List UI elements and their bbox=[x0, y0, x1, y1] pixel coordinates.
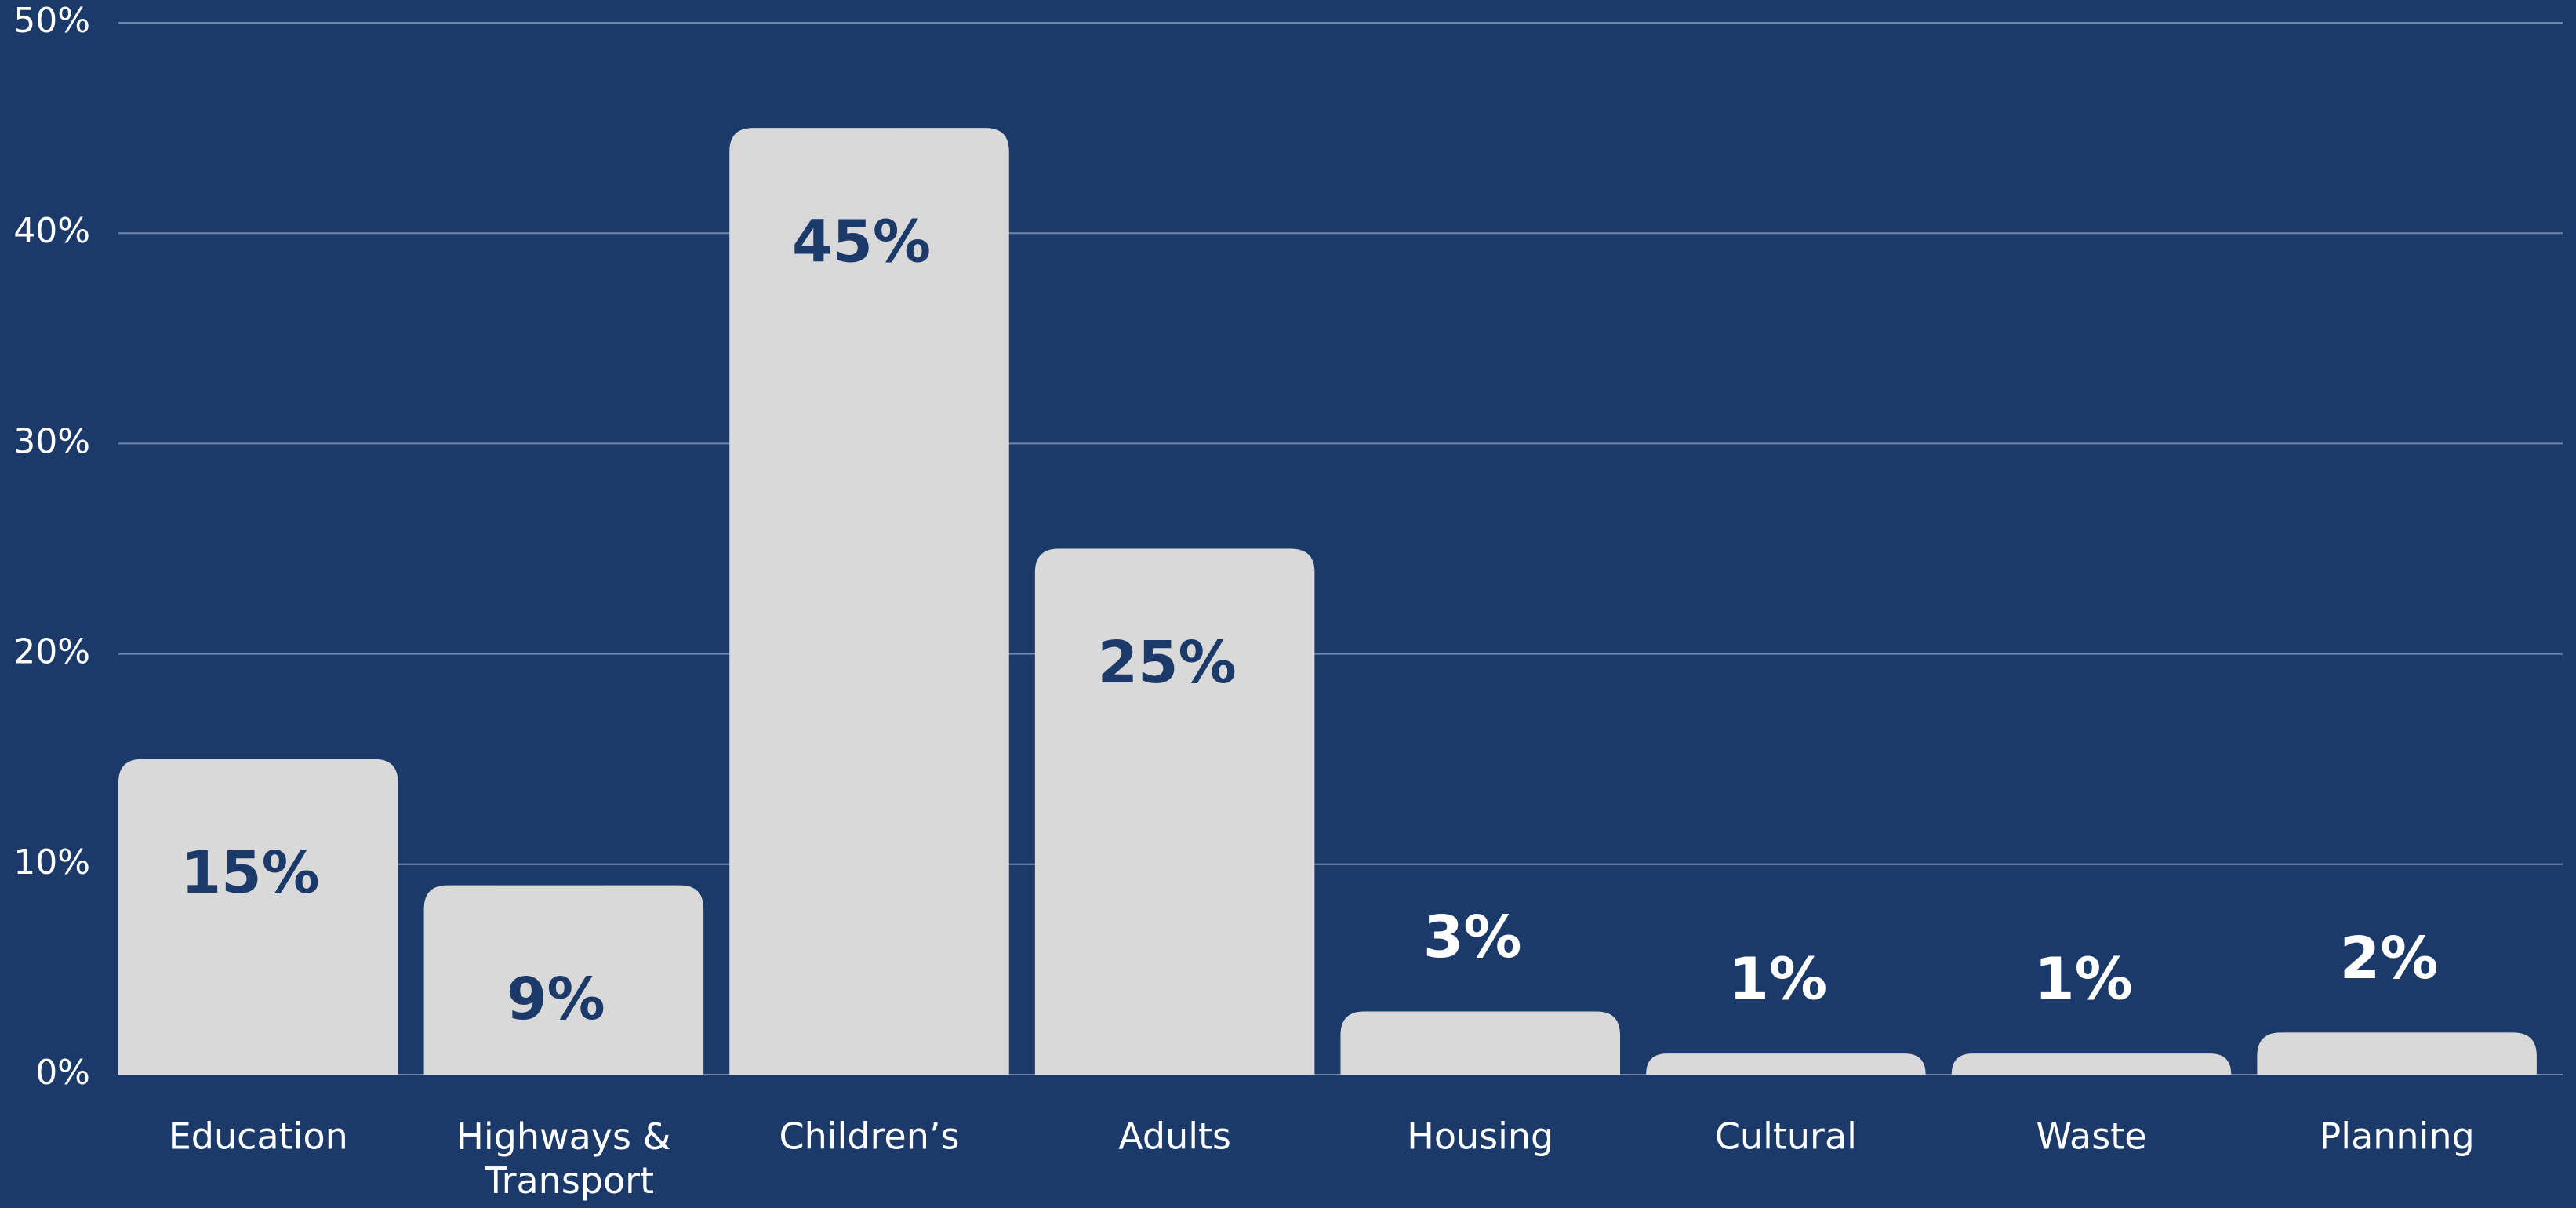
bar bbox=[1646, 1053, 1926, 1075]
x-tick-label: Planning bbox=[2320, 1115, 2475, 1158]
x-tick-label: Waste bbox=[2036, 1115, 2146, 1158]
x-tick-label: Adults bbox=[1118, 1115, 1231, 1158]
x-tick-label: Children’s bbox=[779, 1115, 960, 1158]
y-tick-label: 0% bbox=[35, 1053, 90, 1093]
value-label: 25% bbox=[1098, 629, 1237, 697]
y-tick-label: 10% bbox=[13, 842, 90, 882]
value-label: 1% bbox=[2034, 946, 2133, 1013]
bar bbox=[1034, 548, 1315, 1075]
value-label: 3% bbox=[1423, 904, 1522, 971]
bar bbox=[1340, 1011, 1621, 1075]
bar bbox=[118, 759, 398, 1075]
x-tick-label: Highways & Transport bbox=[456, 1115, 670, 1202]
y-tick-label: 30% bbox=[13, 421, 90, 461]
bar bbox=[1951, 1053, 2232, 1075]
x-tick-label: Education bbox=[169, 1115, 348, 1158]
bar bbox=[423, 885, 704, 1075]
value-label: 2% bbox=[2340, 925, 2439, 992]
bar bbox=[729, 128, 1009, 1075]
y-tick-label: 40% bbox=[13, 211, 90, 251]
x-tick-label: Cultural bbox=[1715, 1115, 1857, 1158]
value-label: 9% bbox=[507, 966, 605, 1033]
value-label: 15% bbox=[181, 839, 320, 907]
bar bbox=[2257, 1032, 2537, 1075]
y-tick-label: 50% bbox=[13, 1, 90, 41]
y-tick-label: 20% bbox=[13, 632, 90, 672]
value-label: 1% bbox=[1729, 946, 1828, 1013]
x-tick-label: Housing bbox=[1407, 1115, 1553, 1158]
value-label: 45% bbox=[792, 209, 931, 276]
